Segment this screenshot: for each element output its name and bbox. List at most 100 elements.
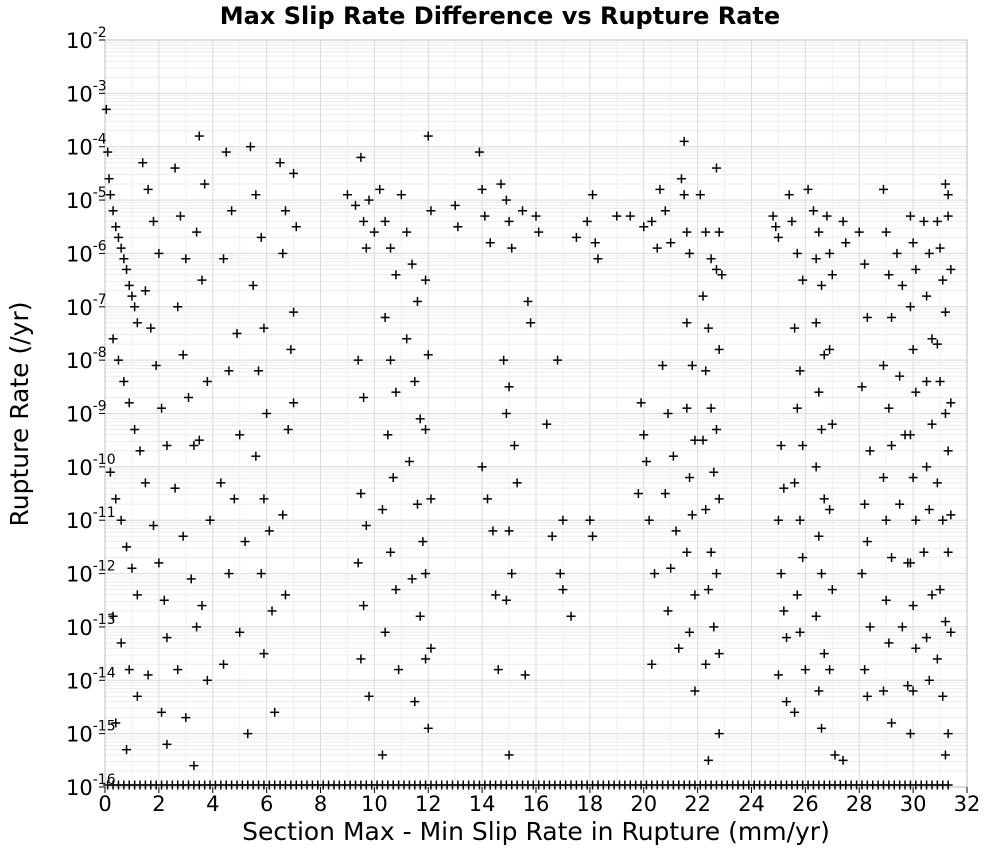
data-point <box>547 531 557 541</box>
data-point <box>884 270 894 280</box>
data-point <box>943 547 953 557</box>
data-point <box>787 216 797 226</box>
data-point <box>676 174 686 184</box>
data-point <box>827 419 837 429</box>
data-point <box>275 158 285 168</box>
data-point <box>477 462 487 472</box>
data-point <box>825 665 835 675</box>
data-point <box>555 569 565 579</box>
data-point <box>148 216 158 226</box>
y-tick-label: 10-3 <box>66 78 107 106</box>
data-point <box>407 259 417 269</box>
data-point <box>940 409 950 418</box>
data-point <box>450 200 460 210</box>
data-point <box>625 211 635 221</box>
data-point <box>421 654 431 664</box>
data-point <box>267 606 277 616</box>
data-point <box>103 147 113 157</box>
data-point <box>122 745 132 755</box>
data-point <box>531 211 541 221</box>
data-point <box>219 254 229 264</box>
data-point <box>819 649 829 659</box>
data-point <box>216 478 226 488</box>
data-point <box>251 451 261 461</box>
data-point <box>903 681 913 691</box>
data-point <box>878 473 888 483</box>
data-point <box>219 659 229 669</box>
y-tick-label: 10-9 <box>66 399 107 427</box>
data-point <box>108 611 118 621</box>
data-point <box>811 462 821 472</box>
data-point <box>908 686 918 696</box>
data-point <box>423 723 433 733</box>
data-point <box>380 216 390 226</box>
data-point <box>286 344 296 354</box>
data-point <box>808 206 818 216</box>
data-point <box>862 537 872 547</box>
data-point <box>111 494 121 504</box>
data-point <box>701 505 711 515</box>
data-point <box>685 248 695 258</box>
data-point <box>189 761 199 771</box>
x-tick-label: 14 <box>469 792 496 816</box>
data-point <box>666 563 676 573</box>
data-point <box>711 425 721 435</box>
data-point <box>706 254 716 264</box>
data-point <box>817 425 827 435</box>
data-point <box>798 441 808 451</box>
data-point <box>814 686 824 696</box>
data-point <box>501 195 511 205</box>
y-tick-label: 10-8 <box>66 345 107 373</box>
data-point <box>194 131 204 141</box>
data-point <box>200 179 210 189</box>
data-point <box>426 494 436 504</box>
data-point <box>189 441 199 451</box>
data-point <box>940 617 950 627</box>
data-point <box>278 248 288 258</box>
y-tick-label: 10-13 <box>66 612 116 640</box>
data-point <box>588 190 598 200</box>
data-point <box>679 190 689 200</box>
chart-title: Max Slip Rate Difference vs Rupture Rate <box>220 2 780 30</box>
data-point <box>157 403 167 413</box>
data-point <box>922 462 932 472</box>
data-point <box>264 526 274 536</box>
data-point <box>232 328 242 338</box>
data-point <box>687 360 697 370</box>
y-tick-label: 10-7 <box>66 292 107 320</box>
data-point <box>878 360 888 370</box>
data-point <box>122 542 132 552</box>
data-point <box>426 643 436 653</box>
data-point <box>558 515 568 525</box>
data-point <box>938 691 948 701</box>
data-point <box>523 296 533 306</box>
data-point <box>130 425 140 435</box>
y-tick-label: 10-2 <box>66 25 107 53</box>
data-point <box>356 489 366 499</box>
data-point <box>375 184 385 194</box>
data-point <box>714 494 724 504</box>
x-tick-label: 16 <box>523 792 550 816</box>
data-point <box>361 243 371 253</box>
data-point <box>116 638 126 648</box>
data-point <box>157 707 167 717</box>
data-point <box>784 190 794 200</box>
data-point <box>280 206 290 216</box>
data-point <box>946 627 956 637</box>
data-point <box>202 675 212 685</box>
data-point <box>701 227 711 237</box>
data-point <box>652 243 662 253</box>
data-point <box>127 291 137 301</box>
data-point <box>248 280 258 290</box>
floor-data-point <box>943 780 953 790</box>
data-point <box>927 590 937 600</box>
data-point <box>773 670 783 680</box>
data-point <box>647 216 657 226</box>
data-point <box>245 142 255 152</box>
data-point <box>104 174 114 184</box>
data-point <box>259 494 269 504</box>
data-point <box>148 521 158 531</box>
data-point <box>911 515 921 525</box>
y-tick-label: 10-10 <box>66 452 116 480</box>
data-point <box>235 627 245 637</box>
